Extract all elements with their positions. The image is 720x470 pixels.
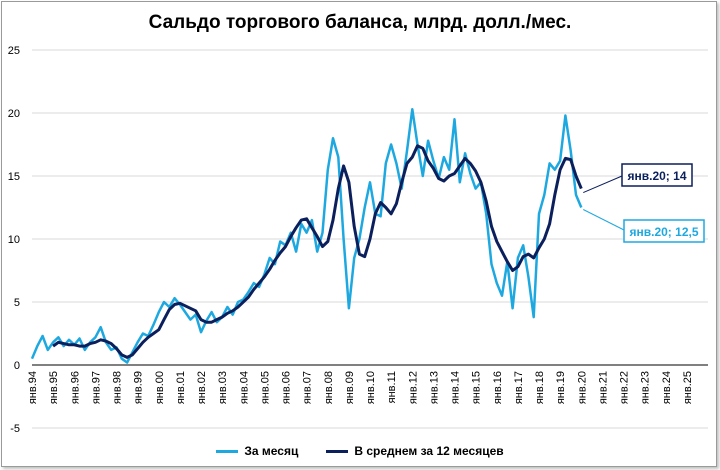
y-tick-label: 20 [8, 108, 20, 120]
y-tick-label: 10 [8, 234, 20, 246]
x-tick-label: янв.04 [238, 371, 250, 404]
x-tick-label: янв.12 [407, 371, 419, 404]
chart-title: Сальдо торгового баланса, млрд. долл./ме… [148, 12, 572, 33]
annotation-leader-monthly [583, 209, 625, 231]
x-tick-label: янв.00 [154, 371, 166, 404]
x-tick-label: янв.05 [259, 371, 271, 404]
legend: За месяц В среднем за 12 месяцев [0, 444, 720, 458]
x-tick-label: янв.11 [386, 371, 398, 403]
annotation-box-monthly [623, 219, 705, 243]
x-tick-label: янв.97 [90, 371, 102, 404]
x-tick-label: янв.20 [576, 371, 588, 404]
series-line-avg [52, 144, 583, 359]
y-tick-label: 15 [8, 171, 20, 183]
x-tick-label: янв.94 [27, 371, 39, 404]
x-tick-label: янв.09 [344, 371, 356, 404]
annotation-box-avg [621, 163, 693, 187]
x-tick-label: янв.07 [302, 371, 314, 404]
annotation-leader-avg [583, 175, 623, 194]
x-tick-label: янв.99 [133, 371, 145, 404]
x-tick-label: янв.22 [619, 371, 631, 404]
x-tick-label: янв.14 [450, 371, 462, 404]
x-tick-label: янв.98 [112, 371, 124, 404]
x-tick-label: янв.96 [69, 371, 81, 404]
x-tick-label: янв.08 [323, 371, 335, 404]
x-tick-label: янв.21 [597, 371, 609, 404]
y-tick-label: 5 [14, 297, 20, 309]
x-tick-label: янв.15 [471, 371, 483, 404]
x-tick-label: янв.25 [682, 371, 694, 404]
x-tick-label: янв.16 [492, 371, 504, 404]
x-tick-label: янв.01 [175, 371, 187, 404]
y-tick-label: 25 [8, 45, 20, 57]
x-tick-label: янв.24 [661, 371, 673, 404]
x-tick-label: янв.02 [196, 371, 208, 404]
x-tick-label: янв.23 [640, 371, 652, 404]
x-tick-label: янв.19 [555, 371, 567, 404]
legend-item-avg: В среднем за 12 месяцев [326, 444, 504, 458]
legend-label-avg: В среднем за 12 месяцев [354, 444, 504, 458]
x-tick-label: янв.10 [365, 371, 377, 404]
x-tick-label: янв.95 [48, 371, 60, 404]
x-tick-label: янв.18 [534, 371, 546, 404]
annotation-label-monthly: янв.20; 12,5 [630, 225, 699, 239]
legend-swatch-avg [326, 449, 349, 453]
series-line-monthly [30, 107, 583, 364]
legend-label-monthly: За месяц [244, 444, 299, 458]
x-tick-label: янв.17 [513, 371, 525, 404]
x-tick-label: янв.03 [217, 371, 229, 404]
legend-swatch-monthly [216, 449, 239, 453]
x-tick-label: янв.06 [281, 371, 293, 404]
x-tick-label: янв.13 [428, 371, 440, 404]
y-tick-label: -5 [10, 423, 20, 435]
y-tick-label: 0 [14, 360, 20, 372]
legend-item-monthly: За месяц [216, 444, 298, 458]
annotation-label-avg: янв.20; 14 [628, 169, 687, 183]
